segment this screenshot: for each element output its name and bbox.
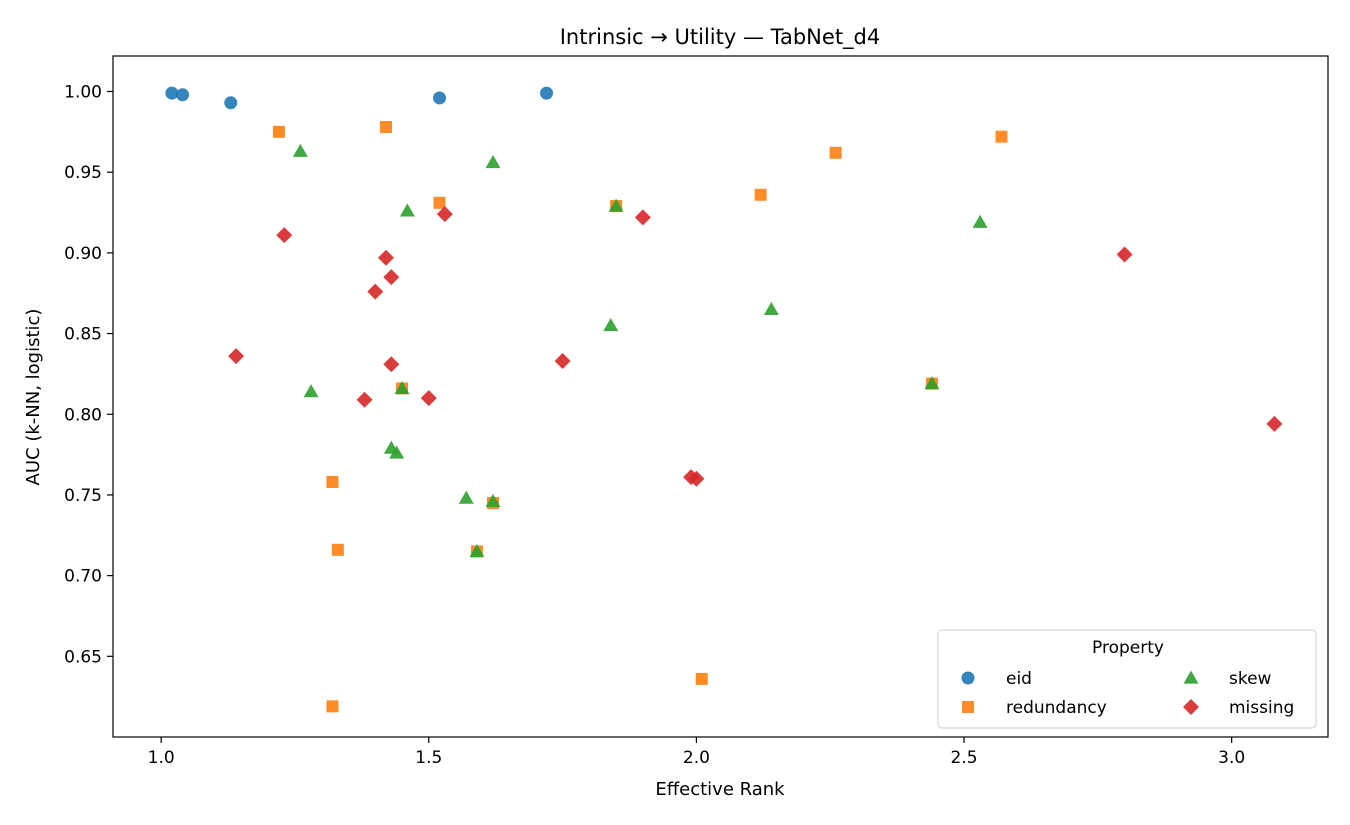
legend-marker-missing [1183,699,1199,715]
skew-point [303,384,319,398]
x-tick-label: 1.0 [148,748,175,768]
missing-point [436,206,453,223]
missing-point [688,470,705,487]
legend-item-redundancy: redundancy [962,698,1107,718]
missing-point [228,348,245,365]
y-tick-label: 0.75 [64,486,102,506]
missing-point [276,227,293,244]
series-missing [228,206,1283,487]
skew-point [389,445,405,459]
plot-area [112,55,1329,738]
y-tick-label: 0.70 [64,567,102,587]
skew-point [485,493,501,508]
legend-label-missing: missing [1229,698,1294,718]
skew-point [469,543,485,558]
redundancy-point [331,543,344,556]
x-tick-label: 2.0 [683,748,710,768]
skew-point [394,380,410,395]
y-tick-label: 0.95 [64,163,102,183]
missing-point [1116,246,1133,263]
x-axis-label: Effective Rank [655,779,785,800]
legend-label-skew: skew [1229,669,1272,689]
missing-point [1266,415,1283,432]
x-tick-label: 2.5 [951,748,978,768]
legend-marker-eid [961,671,975,685]
y-axis: 0.65 0.70 0.75 0.80 0.85 0.90 0.95 1.00 [64,83,113,667]
skew-point [458,490,474,504]
redundancy-point [272,125,285,138]
legend: Property eid redundancy skew missing [937,629,1317,729]
skew-point [972,214,988,228]
y-axis-label: AUC (k-NN, logistic) [23,309,44,486]
redundancy-point [379,121,392,134]
eid-point [224,96,238,110]
legend-label-eid: eid [1006,669,1032,689]
legend-marker-redundancy [962,701,974,713]
skew-point [924,376,940,390]
y-tick-label: 0.85 [64,325,102,345]
redundancy-point [433,196,446,209]
data-points [165,86,1283,713]
redundancy-point [995,130,1008,143]
skew-point [603,317,619,332]
redundancy-point [326,476,339,489]
legend-item-eid: eid [961,669,1032,689]
redundancy-point [326,700,339,713]
eid-point [176,88,190,102]
legend-box [937,629,1317,729]
x-axis: 1.0 1.5 2.0 2.5 3.0 [148,737,1245,768]
skew-point [292,143,308,157]
legend-item-missing: missing [1183,698,1294,718]
eid-point [540,86,554,100]
skew-point [485,155,501,169]
legend-label-redundancy: redundancy [1006,698,1107,718]
redundancy-point [695,672,708,685]
missing-point [383,356,400,373]
x-tick-label: 1.5 [415,748,442,768]
missing-point [383,269,400,286]
skew-point [608,198,624,212]
y-tick-label: 1.00 [64,83,102,103]
y-tick-label: 0.80 [64,405,102,425]
missing-point [420,390,437,407]
eid-point [432,91,446,105]
legend-item-skew: skew [1183,669,1272,689]
missing-point [554,352,571,369]
redundancy-point [754,188,767,201]
skew-point [763,301,779,315]
series-skew [292,143,988,558]
missing-point [367,283,384,300]
missing-point [377,249,394,266]
missing-point [356,391,373,408]
legend-marker-skew [1183,670,1199,684]
series-eid [165,86,554,110]
skew-point [399,203,415,217]
y-tick-label: 0.90 [64,244,102,264]
legend-title: Property [1092,638,1164,658]
chart-title: Intrinsic → Utility — TabNet_d4 [560,25,881,50]
missing-point [634,209,651,226]
y-tick-label: 0.65 [64,647,102,667]
redundancy-point [829,146,842,159]
eid-point [165,86,179,100]
x-tick-label: 3.0 [1218,748,1245,768]
